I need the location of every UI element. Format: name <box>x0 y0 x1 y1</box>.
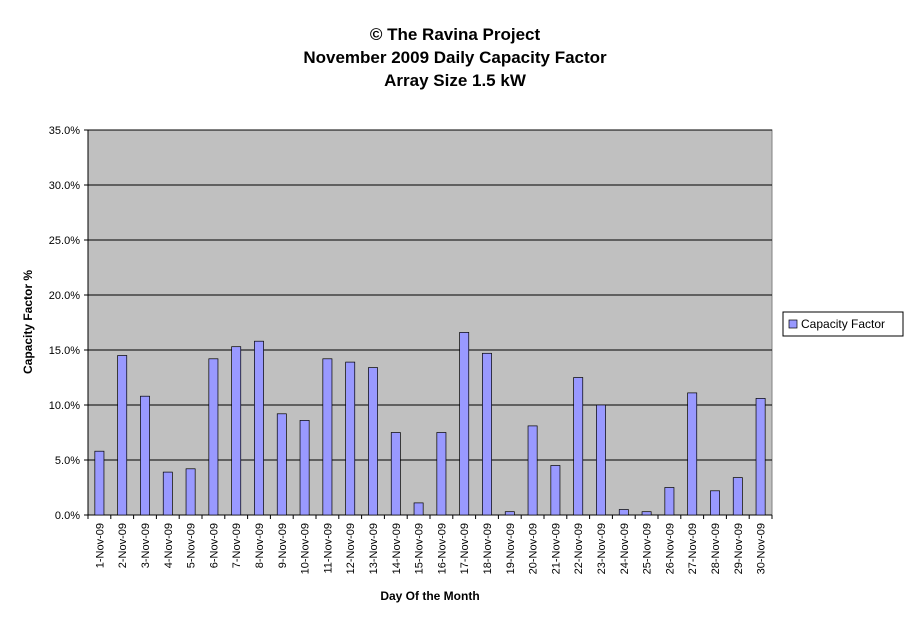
y-tick-label: 15.0% <box>49 345 80 357</box>
bar <box>482 352 492 516</box>
legend-box <box>782 311 904 337</box>
bar <box>641 511 652 516</box>
x-tick-label: 24-Nov-09 <box>619 523 631 574</box>
chart-title: © The Ravina Project <box>370 25 541 44</box>
x-tick-label: 30-Nov-09 <box>756 523 768 574</box>
bar <box>459 332 470 516</box>
bar <box>208 358 219 516</box>
bar <box>345 361 356 516</box>
x-tick-label: 6-Nov-09 <box>208 523 220 568</box>
bar <box>573 377 584 516</box>
x-tick-label: 25-Nov-09 <box>642 523 654 574</box>
bar <box>117 355 128 516</box>
x-tick-label: 21-Nov-09 <box>550 523 562 574</box>
bar <box>687 392 698 516</box>
bar <box>618 509 629 516</box>
bar <box>710 490 720 516</box>
legend-swatch <box>788 319 798 329</box>
bar <box>664 487 675 516</box>
x-tick-label: 28-Nov-09 <box>710 523 722 574</box>
x-tick-label: 4-Nov-09 <box>163 523 175 568</box>
x-tick-label: 23-Nov-09 <box>596 523 608 574</box>
bar <box>276 413 287 516</box>
bar <box>299 420 310 516</box>
chart-subtitle: November 2009 Daily Capacity Factor <box>303 48 607 67</box>
bar <box>162 471 173 516</box>
x-tick-label: 20-Nov-09 <box>528 523 540 574</box>
legend-label: Capacity Factor <box>801 317 885 331</box>
y-tick-label: 10.0% <box>49 400 80 412</box>
x-tick-label: 15-Nov-09 <box>414 523 426 574</box>
bar <box>231 346 242 516</box>
bar <box>185 468 196 516</box>
x-tick-label: 16-Nov-09 <box>436 523 448 574</box>
x-tick-label: 27-Nov-09 <box>687 523 699 574</box>
bar <box>550 465 561 516</box>
x-tick-label: 7-Nov-09 <box>231 523 243 568</box>
plot-area <box>87 129 773 516</box>
x-tick-label: 8-Nov-09 <box>254 523 266 568</box>
y-tick-label: 25.0% <box>49 235 80 247</box>
x-tick-label: 29-Nov-09 <box>733 523 745 574</box>
bar <box>732 477 743 516</box>
x-tick-label: 18-Nov-09 <box>482 523 494 574</box>
x-tick-label: 11-Nov-09 <box>322 523 334 574</box>
bar <box>94 450 105 516</box>
y-tick-label: 5.0% <box>55 455 80 467</box>
y-tick-label: 30.0% <box>49 180 80 192</box>
bar <box>527 425 538 516</box>
x-tick-label: 22-Nov-09 <box>573 523 585 574</box>
bar <box>368 367 378 516</box>
y-tick-label: 20.0% <box>49 290 80 302</box>
bar <box>504 511 515 516</box>
bar <box>390 432 401 516</box>
bar <box>254 340 264 516</box>
x-tick-label: 17-Nov-09 <box>459 523 471 574</box>
x-tick-label: 2-Nov-09 <box>117 523 129 568</box>
x-tick-label: 1-Nov-09 <box>94 523 106 568</box>
y-tick-label: 0.0% <box>55 510 80 522</box>
y-axis-title: Capacity Factor % <box>21 270 35 374</box>
bar <box>413 502 424 516</box>
x-tick-label: 12-Nov-09 <box>345 523 357 574</box>
bar <box>140 395 150 516</box>
x-axis-title: Day Of the Month <box>380 589 479 603</box>
bar <box>755 398 766 516</box>
bar <box>436 432 447 516</box>
x-tick-label: 3-Nov-09 <box>140 523 152 568</box>
x-tick-label: 13-Nov-09 <box>368 523 380 574</box>
chart-subtitle: Array Size 1.5 kW <box>384 71 527 90</box>
x-tick-label: 26-Nov-09 <box>664 523 676 574</box>
x-tick-label: 5-Nov-09 <box>186 523 198 568</box>
x-tick-label: 9-Nov-09 <box>277 523 289 568</box>
bar <box>322 358 333 516</box>
bar <box>596 404 606 516</box>
x-tick-label: 19-Nov-09 <box>505 523 517 574</box>
x-tick-label: 10-Nov-09 <box>300 523 312 574</box>
x-tick-label: 14-Nov-09 <box>391 523 403 574</box>
y-tick-label: 35.0% <box>49 125 80 137</box>
